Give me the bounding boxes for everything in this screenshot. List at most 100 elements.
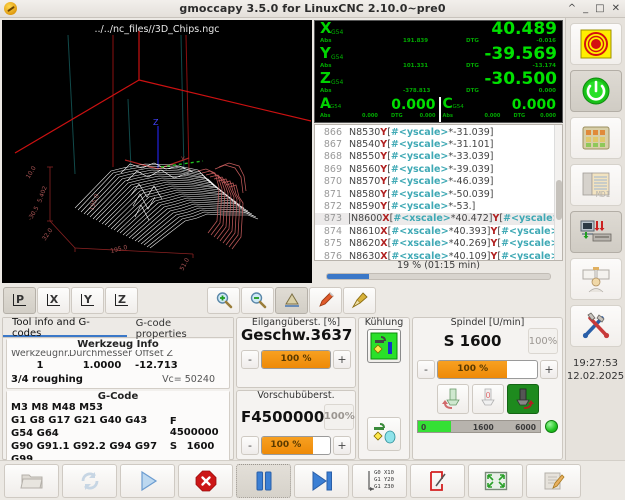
gcode-line[interactable]: 866 N8530Y[#<yscale>*-31.039] xyxy=(315,126,554,138)
view-x-button[interactable]: X xyxy=(37,286,70,314)
spindle-cw-button[interactable] xyxy=(506,384,539,414)
dro-axis-a[interactable]: A G54 0.000 Abs 0.000 DTG 0.000 xyxy=(318,96,439,122)
zoom-out-button[interactable] xyxy=(241,286,274,314)
gcode-line-number: 867 xyxy=(323,139,342,151)
main-body: ../../nc_files//3D_Chips.ngc xyxy=(0,18,625,500)
preview-toolbar: P X Y Z xyxy=(0,283,565,317)
gcode-scrollbar-thumb[interactable] xyxy=(556,180,562,220)
pause-button[interactable] xyxy=(236,463,291,498)
modal-feed-row: F 4500000 xyxy=(170,416,225,438)
settings-button[interactable] xyxy=(569,305,622,347)
gcode-line[interactable]: 870 N8570Y[#<yscale>*-46.039] xyxy=(315,176,554,188)
edit-file-button[interactable] xyxy=(526,463,581,498)
gcode-modal-box: M3 M8 M48 M53 G1 G8 G17 G21 G40 G43 G54 … xyxy=(11,401,225,466)
spindle-stop-button[interactable]: 0 xyxy=(471,384,504,414)
spindle-override-minus-button[interactable]: - xyxy=(417,360,435,379)
mdi-mode-button[interactable]: MDI xyxy=(569,164,622,206)
gcode-line[interactable]: 874 N8610X[#<xscale>*40.393]Y[#<yscale>*-… xyxy=(315,225,554,237)
stop-button[interactable] xyxy=(178,463,233,498)
edit-gcode-button[interactable] xyxy=(309,286,342,314)
zoom-in-button[interactable] xyxy=(207,286,240,314)
rapid-override-plus-button[interactable]: + xyxy=(333,350,351,369)
keypad-icon xyxy=(582,126,609,150)
spindle-override-value: 100 % xyxy=(457,364,489,374)
coolant-mist-button[interactable] xyxy=(367,417,401,451)
gcode-line[interactable]: 868 N8550Y[#<yscale>*-33.039] xyxy=(315,151,554,163)
machine-power-button[interactable] xyxy=(569,70,622,112)
window-minimize-button[interactable]: _ xyxy=(583,2,589,14)
zoom-out-icon xyxy=(250,292,266,309)
gcode-line[interactable]: 875 N8620X[#<xscale>*40.269]Y[#<yscale>*-… xyxy=(315,238,554,250)
feed-override-slider[interactable]: 100 % xyxy=(261,435,331,455)
rapid-speed-row: Geschw. 3637 xyxy=(241,326,352,344)
modal-speed-row: S 1600 xyxy=(170,441,225,452)
reload-file-button[interactable] xyxy=(62,463,117,498)
stop-icon xyxy=(195,470,216,491)
open-file-button[interactable] xyxy=(4,463,59,498)
rapid-override-fill xyxy=(262,351,330,368)
dro-axis-x[interactable]: X G54 40.489 Abs 191.839 DTG -0.016 xyxy=(318,19,559,47)
gcode-line[interactable]: 872 N8590Y[#<yscale>*-53.] xyxy=(315,200,554,212)
modal-speed-label: S xyxy=(169,440,178,452)
gcode-line[interactable]: 867 N8540Y[#<yscale>*-31.101] xyxy=(315,138,554,150)
gcode-listing[interactable]: 866 N8530Y[#<yscale>*-31.039] 867 N8540Y[#<… xyxy=(314,124,563,261)
tool-info-body: Werkzeug Info Werkzeugnr. Durchmesser Of… xyxy=(3,338,233,472)
feed-override-plus-button[interactable]: + xyxy=(333,435,351,455)
user-tabs-button[interactable] xyxy=(569,258,622,300)
tab-gcode-properties[interactable]: G-code properties xyxy=(135,317,187,340)
modal-feed-value: 4500000 xyxy=(169,426,219,438)
spindle-speed-value: S 1600 xyxy=(443,332,502,350)
spindle-bar-min: 0 xyxy=(421,422,427,432)
step-forward-icon xyxy=(312,470,332,491)
run-button[interactable] xyxy=(120,463,175,498)
gcode-line-text: N8600X[#<xscale>*40.472]Y[#<yscale>*-53.… xyxy=(349,213,554,225)
feed-override-minus-button[interactable]: - xyxy=(241,435,259,455)
view-y-button[interactable]: Y xyxy=(71,286,104,314)
rapid-override-slider[interactable]: 100 % xyxy=(261,350,331,369)
spindle-override-reset-button[interactable]: 100% xyxy=(528,328,558,354)
gcode-scrollbar[interactable] xyxy=(554,125,562,260)
dimensions-icon xyxy=(284,293,299,307)
spindle-override-slider[interactable]: 100 % xyxy=(437,360,538,379)
view-z-button[interactable]: Z xyxy=(105,286,138,314)
manual-mode-button[interactable] xyxy=(569,117,622,159)
view-p-button[interactable]: P xyxy=(3,286,36,314)
spindle-override-plus-button[interactable]: + xyxy=(540,360,558,379)
fullsize-preview-button[interactable] xyxy=(468,463,523,498)
tools-icon xyxy=(582,312,609,339)
gcode-line[interactable]: 873 N8600X[#<xscale>*40.472]Y[#<yscale>*-… xyxy=(315,212,554,226)
spindle-ccw-button[interactable] xyxy=(436,384,469,414)
tool-value-number: 1 xyxy=(36,360,44,371)
clear-plot-button[interactable] xyxy=(343,286,376,314)
feed-override-reset-button[interactable]: 100% xyxy=(324,403,355,430)
view-dimensions-button[interactable] xyxy=(275,286,308,314)
gcode-line[interactable]: 871 N8580Y[#<yscale>*-50.039] xyxy=(315,188,554,200)
estop-button[interactable] xyxy=(569,23,622,65)
dro-axis-c[interactable]: C G54 0.000 Abs 0.000 DTG 0.000 xyxy=(438,96,560,122)
spindle-override-slider-row: - 100 % + xyxy=(417,360,558,379)
spindle-speed-bar-fill xyxy=(418,420,451,432)
gcode-line[interactable]: 876 N8630X[#<xscale>*40.109]Y[#<yscale>*-… xyxy=(315,250,554,260)
window-maximize-button[interactable]: □ xyxy=(595,2,605,14)
coolant-flood-button[interactable] xyxy=(367,329,401,363)
rapid-speed-label: Geschw. xyxy=(241,326,311,344)
gcode-3d-preview[interactable]: ../../nc_files//3D_Chips.ngc xyxy=(2,20,312,283)
dro-axis-y-abs-value: 101.331 xyxy=(403,63,429,69)
dro-axis-y-label: Y xyxy=(320,44,331,62)
feed-override-slider-row: - 100 % + xyxy=(241,435,351,455)
window-shade-button[interactable]: ^ xyxy=(567,2,577,14)
gcode-line-text: N8630X[#<xscale>*40.109]Y[#<yscale>*-53.… xyxy=(349,250,554,260)
svg-text:-30.5: -30.5 xyxy=(27,205,41,222)
dro-axis-z[interactable]: Z G54 -30.500 Abs -378.813 DTG 0.000 xyxy=(318,70,559,97)
gcode-line[interactable]: 869 N8560Y[#<yscale>*-39.039] xyxy=(315,163,554,175)
dro-axis-y[interactable]: Y G54 -39.569 Abs 101.331 DTG -13.174 xyxy=(318,44,559,72)
auto-mode-button[interactable] xyxy=(569,211,622,253)
window-close-button[interactable]: ✕ xyxy=(611,2,620,14)
dro-axis-x-value: 40.489 xyxy=(491,19,557,39)
optional-stop-button[interactable] xyxy=(410,463,465,498)
tab-tool-info-and-gcodes[interactable]: Tool info and G-codes xyxy=(3,317,127,339)
run-from-line-button[interactable]: G0 X10 G1 Y20 G1 Z30 xyxy=(352,463,407,498)
step-button[interactable] xyxy=(294,463,349,498)
modal-speed-value: 1600 xyxy=(186,440,215,452)
rapid-override-minus-button[interactable]: - xyxy=(241,350,259,369)
